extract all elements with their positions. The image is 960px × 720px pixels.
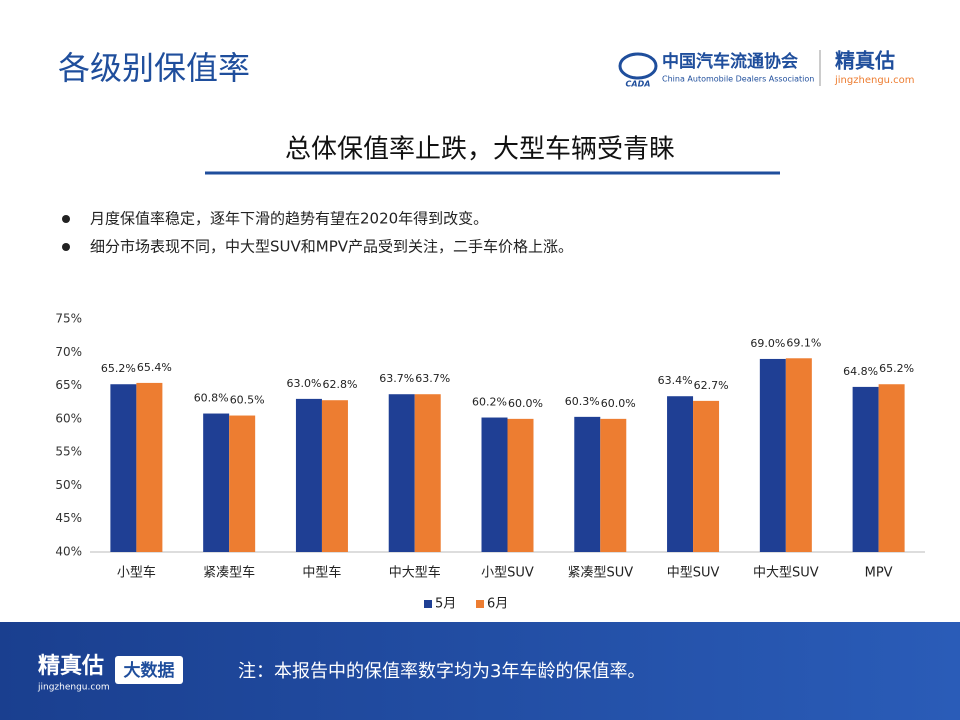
bar (481, 417, 508, 552)
footer-tag: 大数据 (124, 660, 175, 681)
value-label: 60.5% (230, 394, 265, 407)
slide-title: 各级别保值率 (58, 49, 250, 87)
x-tick-label: 紧凑型SUV (567, 566, 633, 581)
y-tick-label: 45% (55, 511, 82, 525)
brand: 精真估 (835, 49, 895, 73)
bullet-dot (62, 215, 70, 223)
value-label: 69.1% (786, 336, 821, 349)
bullet: 细分市场表现不同，中大型SUV和MPV产品受到关注，二手车价格上涨。 (90, 238, 573, 256)
bar (229, 415, 256, 552)
value-label: 63.7% (415, 372, 450, 385)
org-logo (618, 52, 658, 80)
y-tick-label: 70% (55, 345, 82, 359)
value-label: 60.0% (508, 397, 543, 410)
value-label: 60.0% (601, 397, 636, 410)
legend-label: 6月 (487, 597, 508, 612)
footer-tag-box (115, 656, 183, 684)
value-label: 62.7% (694, 379, 729, 392)
x-tick-label: 小型SUV (481, 566, 534, 581)
x-tick-label: 小型车 (117, 565, 156, 581)
legend-label: 5月 (435, 597, 456, 612)
y-tick-label: 75% (55, 312, 82, 326)
bar (667, 396, 694, 552)
value-label: 69.0% (750, 337, 785, 350)
value-label: 65.2% (101, 362, 136, 375)
bar (110, 384, 137, 552)
x-tick-label: 中大型车 (389, 565, 441, 581)
legend-swatch (476, 600, 484, 608)
y-tick-label: 40% (55, 545, 82, 559)
bar (852, 386, 879, 552)
value-label: 65.4% (137, 361, 172, 374)
value-label: 62.8% (322, 378, 357, 391)
value-label: 63.0% (286, 377, 321, 390)
value-label: 63.4% (658, 374, 693, 387)
bar (507, 418, 534, 552)
bar (295, 398, 322, 552)
y-tick-label: 60% (55, 411, 82, 425)
y-tick-label: 50% (55, 478, 82, 492)
org-english: China Automobile Dealers Association (662, 75, 814, 84)
brand-url: jingzhengu.com (834, 75, 915, 86)
footer-note: 注：本报告中的保值率数字均为3年车龄的保值率。 (238, 661, 645, 682)
x-tick-label: 中大型SUV (753, 566, 819, 581)
y-tick-label: 55% (55, 445, 82, 459)
bar (136, 382, 163, 552)
value-label: 60.3% (565, 395, 600, 408)
bar (785, 358, 812, 552)
x-tick-label: 紧凑型车 (203, 565, 255, 581)
legend-swatch (424, 600, 432, 608)
bullet: 月度保值率稳定，逐年下滑的趋势有望在2020年得到改变。 (90, 210, 488, 228)
bullet-dot (62, 243, 70, 251)
bar (878, 384, 905, 552)
org-name: 中国汽车流通协会 (662, 51, 798, 72)
bar (759, 358, 786, 552)
value-label: 64.8% (843, 365, 878, 378)
bar (600, 418, 627, 552)
value-label: 60.2% (472, 396, 507, 409)
x-tick-label: 中型车 (302, 565, 341, 581)
footer-brand-url: jingzhengu.com (37, 683, 110, 693)
subtitle: 总体保值率止跌，大型车辆受青睐 (285, 135, 675, 165)
bar (574, 416, 601, 552)
value-label: 65.2% (879, 362, 914, 375)
x-tick-label: MPV (865, 566, 893, 581)
value-label: 60.8% (194, 392, 229, 405)
bar (321, 400, 348, 552)
bar (414, 394, 441, 552)
footer-brand: 精真估 (38, 653, 104, 679)
org-abbr: CADA (626, 80, 651, 89)
y-tick-label: 65% (55, 378, 82, 392)
bar (693, 400, 720, 552)
value-label: 63.7% (379, 372, 414, 385)
bar (388, 394, 415, 552)
x-tick-label: 中型SUV (667, 566, 720, 581)
bar (203, 413, 230, 552)
